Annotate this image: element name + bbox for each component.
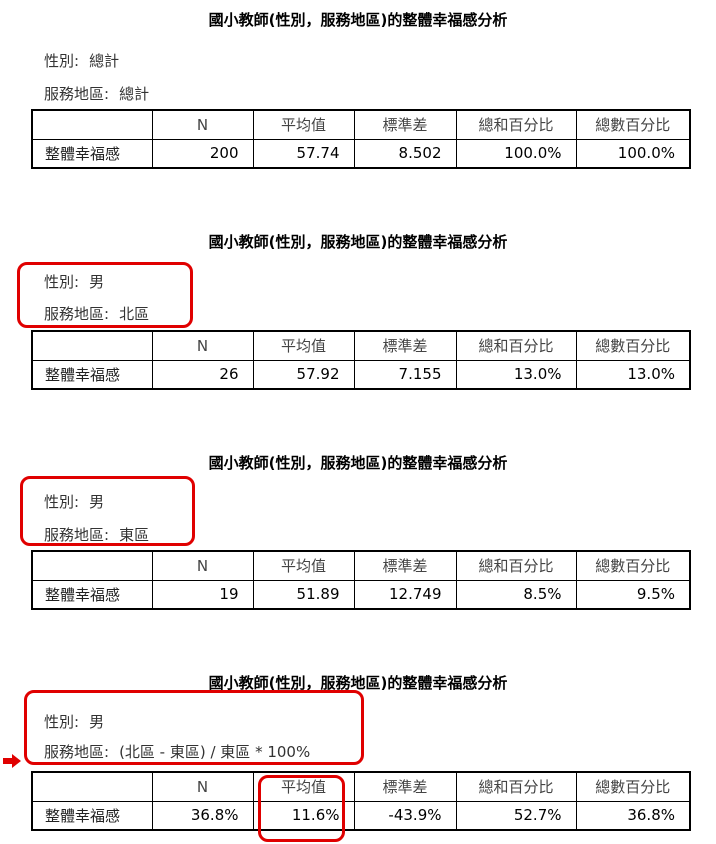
col-sum-pct: 總和百分比 [455,550,577,581]
col-n: N [151,330,254,361]
cell-sum-pct: 13.0% [455,359,577,390]
cell-mean: 11.6% [252,800,355,831]
cell-sd: -43.9% [353,800,457,831]
section-4-region: 服務地區: (北區 - 東區) / 東區 * 100% [44,741,310,762]
cell-n: 26 [151,359,254,390]
region-label: 服務地區: [44,743,110,761]
corner-cell [31,330,153,361]
col-sum-pct: 總和百分比 [455,771,577,802]
section-2-highlight-box [17,262,193,328]
section-3-region: 服務地區: 東區 [44,524,149,545]
cell-sd: 8.502 [353,138,457,169]
col-sum-pct: 總和百分比 [455,330,577,361]
table-row: 整體幸福感 36.8% 11.6% -43.9% 52.7% 36.8% [31,800,691,831]
col-count-pct: 總數百分比 [575,109,691,140]
gender-label: 性別: [44,273,80,291]
cell-sum-pct: 52.7% [455,800,577,831]
region-value: 總計 [119,85,150,103]
col-mean: 平均值 [252,330,355,361]
corner-cell [31,550,153,581]
table-header-row: N 平均值 標準差 總和百分比 總數百分比 [31,109,691,140]
cell-sd: 7.155 [353,359,457,390]
col-sd: 標準差 [353,771,457,802]
col-n: N [151,550,254,581]
cell-mean: 57.74 [252,138,355,169]
region-value: 北區 [119,305,150,323]
gender-value: 男 [89,713,105,731]
mean-highlight-box [258,775,345,842]
section-2-title: 國小教師(性別，服務地區)的整體幸福感分析 [208,233,508,251]
region-label: 服務地區: [44,85,110,103]
row-label: 整體幸福感 [31,800,153,831]
right-arrow-icon [3,754,21,768]
cell-n: 36.8% [151,800,254,831]
corner-cell [31,771,153,802]
cell-count-pct: 36.8% [575,800,691,831]
table-row: 整體幸福感 26 57.92 7.155 13.0% 13.0% [31,359,691,390]
section-3-title: 國小教師(性別，服務地區)的整體幸福感分析 [208,454,508,472]
row-label: 整體幸福感 [31,138,153,169]
section-4-table: N 平均值 標準差 總和百分比 總數百分比 整體幸福感 36.8% 11.6% … [31,771,691,831]
cell-mean: 57.92 [252,359,355,390]
region-value: 東區 [119,526,150,544]
col-sd: 標準差 [353,109,457,140]
section-1-gender: 性別: 總計 [44,50,119,71]
section-3-gender: 性別: 男 [44,491,104,512]
region-label: 服務地區: [44,526,110,544]
col-n: N [151,771,254,802]
col-mean: 平均值 [252,109,355,140]
col-count-pct: 總數百分比 [575,330,691,361]
table-header-row: N 平均值 標準差 總和百分比 總數百分比 [31,330,691,361]
gender-label: 性別: [44,52,80,70]
cell-count-pct: 100.0% [575,138,691,169]
gender-label: 性別: [44,713,80,731]
region-label: 服務地區: [44,305,110,323]
table-header-row: N 平均值 標準差 總和百分比 總數百分比 [31,550,691,581]
section-4-title: 國小教師(性別，服務地區)的整體幸福感分析 [208,674,508,692]
col-sd: 標準差 [353,550,457,581]
cell-count-pct: 9.5% [575,579,691,610]
cell-sum-pct: 100.0% [455,138,577,169]
col-sd: 標準差 [353,330,457,361]
section-1-region: 服務地區: 總計 [44,83,149,104]
section-4-highlight-box [24,690,364,765]
section-3-table: N 平均值 標準差 總和百分比 總數百分比 整體幸福感 19 51.89 12.… [31,550,691,610]
col-count-pct: 總數百分比 [575,550,691,581]
gender-value: 男 [89,273,105,291]
table-header-row: N 平均值 標準差 總和百分比 總數百分比 [31,771,691,802]
cell-count-pct: 13.0% [575,359,691,390]
row-label: 整體幸福感 [31,359,153,390]
gender-value: 總計 [89,52,120,70]
cell-n: 19 [151,579,254,610]
cell-n: 200 [151,138,254,169]
section-2-gender: 性別: 男 [44,271,104,292]
row-label: 整體幸福感 [31,579,153,610]
cell-mean: 51.89 [252,579,355,610]
table-row: 整體幸福感 200 57.74 8.502 100.0% 100.0% [31,138,691,169]
col-count-pct: 總數百分比 [575,771,691,802]
gender-label: 性別: [44,493,80,511]
corner-cell [31,109,153,140]
table-row: 整體幸福感 19 51.89 12.749 8.5% 9.5% [31,579,691,610]
col-mean: 平均值 [252,550,355,581]
col-n: N [151,109,254,140]
col-sum-pct: 總和百分比 [455,109,577,140]
cell-sum-pct: 8.5% [455,579,577,610]
region-value: (北區 - 東區) / 東區 * 100% [119,743,311,761]
section-2-table: N 平均值 標準差 總和百分比 總數百分比 整體幸福感 26 57.92 7.1… [31,330,691,390]
section-1-title: 國小教師(性別，服務地區)的整體幸福感分析 [208,11,508,29]
section-3-highlight-box [20,476,195,546]
gender-value: 男 [89,493,105,511]
section-2-region: 服務地區: 北區 [44,303,149,324]
section-4-gender: 性別: 男 [44,711,104,732]
section-1-table: N 平均值 標準差 總和百分比 總數百分比 整體幸福感 200 57.74 8.… [31,109,691,169]
cell-sd: 12.749 [353,579,457,610]
